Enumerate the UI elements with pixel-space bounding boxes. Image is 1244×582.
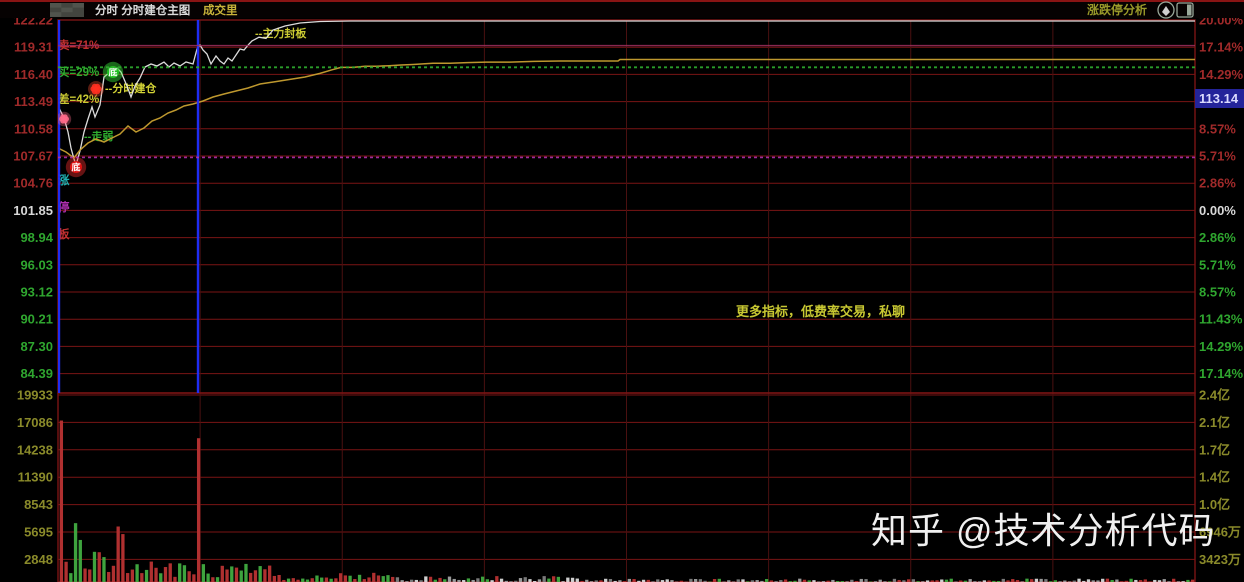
svg-text:2.1亿: 2.1亿 <box>1199 415 1230 430</box>
svg-text:2.4亿: 2.4亿 <box>1199 388 1230 403</box>
svg-text:14.29%: 14.29% <box>1199 67 1244 82</box>
svg-text:116.40: 116.40 <box>14 67 53 82</box>
svg-text:93.12: 93.12 <box>20 285 53 300</box>
svg-text:--分时建仓: --分时建仓 <box>105 81 157 95</box>
svg-text:87.30: 87.30 <box>20 339 53 354</box>
svg-text:8.57%: 8.57% <box>1199 285 1236 300</box>
svg-text:2.86%: 2.86% <box>1199 230 1236 245</box>
svg-text:113.14: 113.14 <box>1199 91 1239 106</box>
svg-text:5695: 5695 <box>24 525 53 540</box>
svg-text:8.57%: 8.57% <box>1199 121 1236 136</box>
svg-text:5.71%: 5.71% <box>1199 257 1236 272</box>
svg-text:涨跌停分析: 涨跌停分析 <box>1087 2 1147 17</box>
svg-text:11390: 11390 <box>18 470 53 485</box>
svg-text:107.67: 107.67 <box>13 149 53 164</box>
svg-text:更多指标，低费率交易，私聊: 更多指标，低费率交易，私聊 <box>736 304 905 319</box>
svg-text:113.49: 113.49 <box>14 94 53 109</box>
svg-text:知乎 @技术分析代码: 知乎 @技术分析代码 <box>871 510 1216 551</box>
svg-text:96.03: 96.03 <box>20 257 53 272</box>
svg-text:90.21: 90.21 <box>20 312 53 327</box>
svg-text:--走弱: --走弱 <box>84 129 113 143</box>
svg-text:3423万: 3423万 <box>1199 552 1241 567</box>
svg-text:2.86%: 2.86% <box>1199 176 1236 191</box>
svg-text:0.00%: 0.00% <box>1199 203 1236 218</box>
svg-text:1.4亿: 1.4亿 <box>1199 470 1230 485</box>
svg-text:底: 底 <box>71 162 80 173</box>
svg-text:17.14%: 17.14% <box>1199 366 1244 381</box>
svg-text:98.94: 98.94 <box>20 230 53 245</box>
svg-text:8543: 8543 <box>24 497 53 512</box>
svg-text:101.85: 101.85 <box>13 203 53 218</box>
svg-text:1.7亿: 1.7亿 <box>1199 442 1230 457</box>
svg-text:104.76: 104.76 <box>13 176 53 191</box>
svg-text:14238: 14238 <box>17 442 53 457</box>
svg-text:84.39: 84.39 <box>20 366 53 381</box>
svg-text:5.71%: 5.71% <box>1199 149 1236 164</box>
svg-text:119.31: 119.31 <box>14 40 53 55</box>
svg-text:2848: 2848 <box>24 552 53 567</box>
svg-text:17.14%: 17.14% <box>1199 40 1244 55</box>
svg-text:19933: 19933 <box>17 388 53 403</box>
svg-text:110.58: 110.58 <box>14 121 53 136</box>
svg-text:成交里: 成交里 <box>203 3 238 17</box>
svg-text:分时 分时建仓主图: 分时 分时建仓主图 <box>95 3 190 17</box>
svg-text:14.29%: 14.29% <box>1199 339 1244 354</box>
svg-text:11.43%: 11.43% <box>1199 312 1243 327</box>
svg-text:17086: 17086 <box>17 415 53 430</box>
